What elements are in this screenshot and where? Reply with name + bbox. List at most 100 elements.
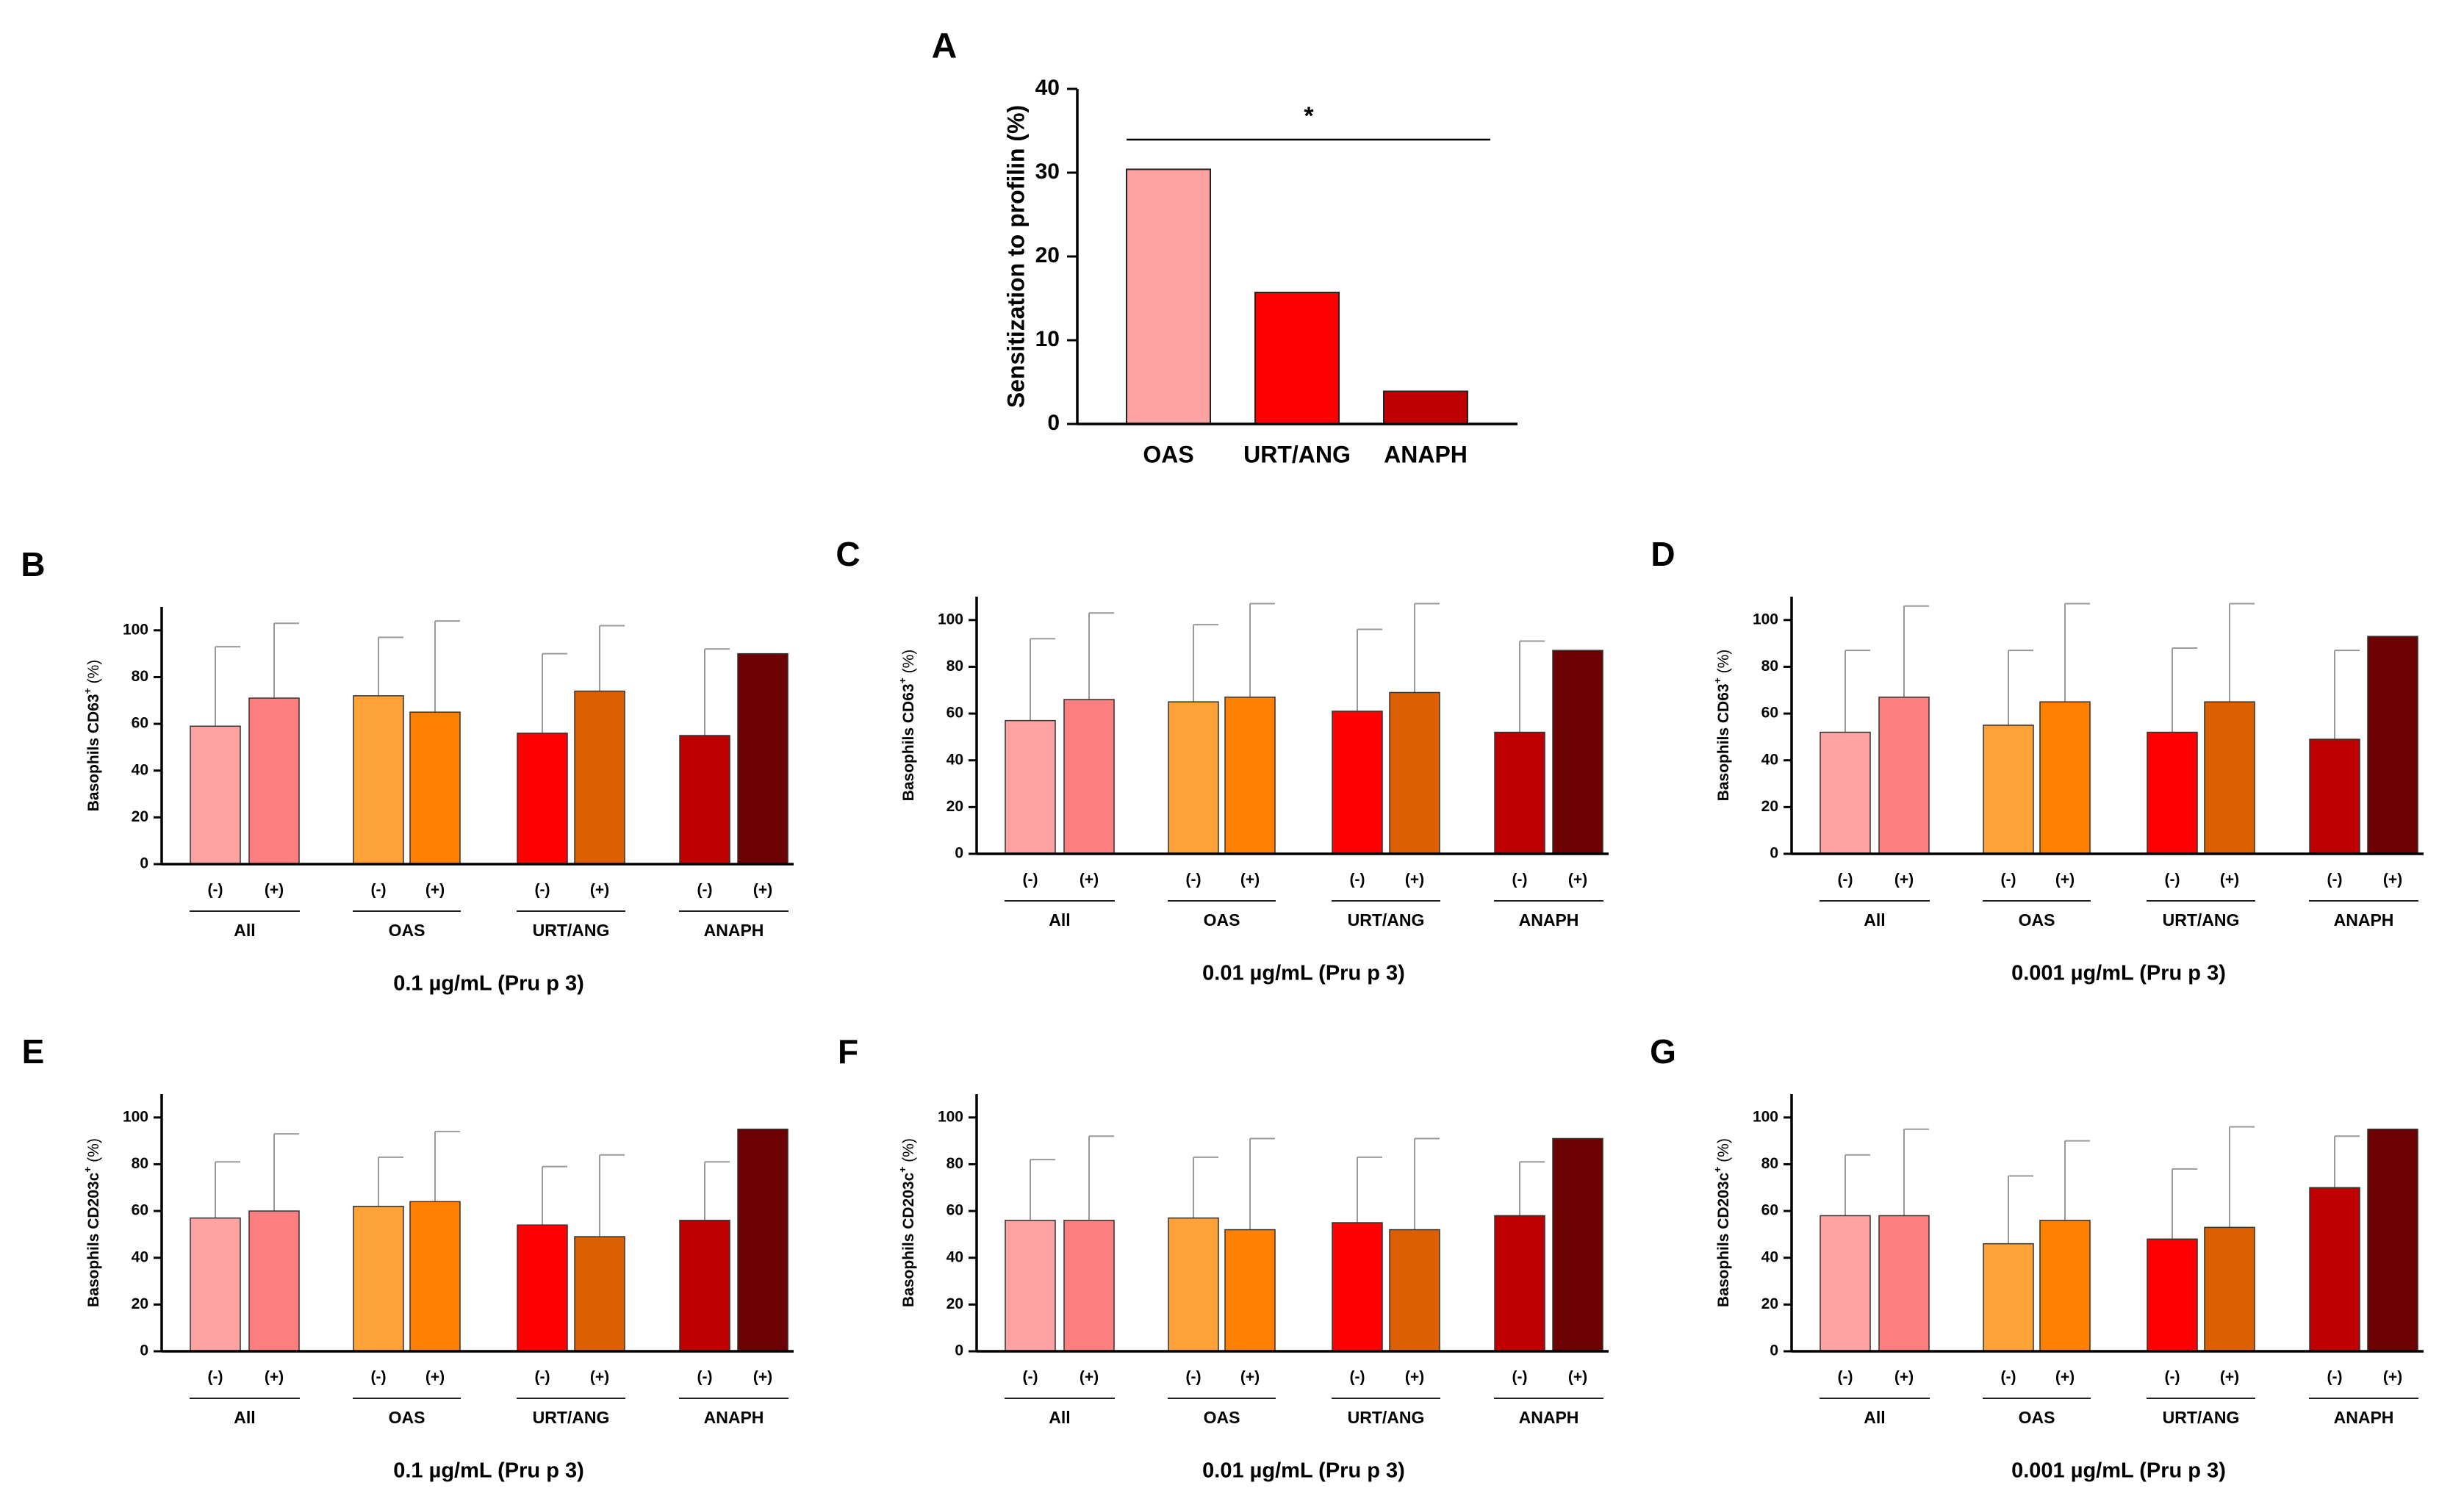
bar — [517, 733, 568, 865]
bar-sign-label: (-) — [2327, 1369, 2343, 1386]
panel-letter: B — [21, 545, 45, 583]
group-label: OAS — [389, 1408, 425, 1427]
bar-sign-label: (+) — [2220, 1369, 2239, 1386]
y-tick-label: 0 — [1047, 411, 1060, 435]
bar — [679, 735, 730, 865]
y-tick-label: 60 — [947, 705, 963, 722]
y-tick-label: 80 — [132, 1155, 148, 1172]
bar-sign-label: (+) — [1405, 1369, 1424, 1386]
bar-sign-label: (-) — [208, 882, 223, 899]
bar — [1494, 1215, 1545, 1352]
group-label: ANAPH — [1519, 910, 1579, 930]
group-label: URT/ANG — [1348, 910, 1425, 930]
y-tick-label: 100 — [123, 621, 148, 638]
y-axis-label: Basophils CD203c+ (%) — [897, 1138, 917, 1307]
bar — [1224, 697, 1276, 855]
bar — [1168, 701, 1219, 855]
group-label: ANAPH — [704, 921, 764, 940]
bar-sign-label: (-) — [1838, 871, 1853, 888]
y-tick-label: 0 — [955, 1342, 963, 1359]
y-tick-label: 40 — [1035, 76, 1060, 100]
bar-sign-label: (+) — [753, 1369, 772, 1386]
group-label: OAS — [1204, 1408, 1240, 1427]
y-tick-label: 100 — [1753, 1108, 1778, 1125]
bar — [1983, 725, 2034, 855]
y-axis-label-sup: + — [1711, 677, 1723, 683]
y-tick-label: 100 — [123, 1108, 148, 1125]
bar-sign-label: (-) — [371, 1369, 387, 1386]
bar — [1005, 719, 1056, 855]
group-label: ANAPH — [2334, 910, 2394, 930]
y-tick-label: 20 — [947, 798, 963, 815]
y-tick-label: 80 — [947, 658, 963, 675]
bar — [737, 652, 789, 865]
group-label: All — [1864, 1408, 1885, 1427]
group-label: ANAPH — [1519, 1408, 1579, 1427]
y-tick-label: 100 — [938, 611, 963, 628]
y-axis-label-tail: (%) — [900, 1138, 917, 1167]
bar — [248, 1210, 300, 1352]
y-axis-label: Sensitization to profilin (%) — [1002, 105, 1029, 408]
bar-sign-label: (-) — [535, 882, 550, 899]
panel-d: D 0 20 40 60 80 100 (-) (+) (-) (+) (-) (+) (-) (+) All… — [1651, 535, 2424, 985]
y-axis-label-main: Basophils CD63 — [1715, 683, 1732, 801]
category-label: ANAPH — [1384, 441, 1468, 467]
bar-sign-label: (+) — [425, 1369, 445, 1386]
bar — [1552, 1137, 1603, 1352]
y-tick-label: 20 — [132, 808, 148, 825]
bar-sign-label: (-) — [1838, 1369, 1853, 1386]
bar — [353, 695, 404, 865]
x-axis-label: 0.1 µg/mL (Pru p 3) — [393, 1459, 584, 1483]
y-tick-label: 80 — [1761, 658, 1778, 675]
x-axis-label: 0.1 µg/mL (Pru p 3) — [393, 972, 584, 996]
bar — [1332, 1222, 1383, 1352]
bar — [190, 725, 241, 865]
bar — [1878, 697, 1930, 855]
bar — [1063, 1220, 1115, 1352]
bar-sign-label: (+) — [2220, 871, 2239, 888]
bar-sign-label: (-) — [1512, 871, 1528, 888]
bar-sign-label: (-) — [1186, 1369, 1202, 1386]
panel-letter: G — [1650, 1032, 1676, 1071]
bar-sign-label: (-) — [1512, 1369, 1528, 1386]
y-axis-label: Basophils CD63+ (%) — [1711, 650, 1732, 802]
y-axis-label-sup: + — [82, 688, 93, 694]
bar-sign-label: (-) — [2001, 1369, 2016, 1386]
group-label: URT/ANG — [533, 1408, 610, 1427]
x-axis-label: 0.01 µg/mL (Pru p 3) — [1202, 962, 1405, 985]
bar-sign-label: (+) — [1405, 871, 1424, 888]
bar-sign-label: (+) — [1568, 1369, 1587, 1386]
y-tick-label: 40 — [132, 761, 148, 778]
y-axis-label: Basophils CD203c+ (%) — [82, 1138, 102, 1307]
bar — [2204, 1226, 2255, 1352]
y-axis-label-sup: + — [897, 677, 908, 683]
bar-sign-label: (-) — [1350, 871, 1365, 888]
bar — [190, 1217, 241, 1352]
bar-sign-label: (-) — [2327, 871, 2343, 888]
bar — [1168, 1217, 1219, 1352]
y-tick-label: 0 — [1770, 845, 1778, 862]
panel-f: F 0 20 40 60 80 100 (-) (+) (-) (+) (-) (+) (-) (+) All… — [838, 1032, 1609, 1483]
bar-sign-label: (+) — [1240, 1369, 1260, 1386]
bar — [1332, 711, 1383, 855]
bar-sign-label: (-) — [1023, 1369, 1038, 1386]
bar — [517, 1224, 568, 1352]
y-tick-label: 40 — [132, 1248, 148, 1265]
bar — [1383, 390, 1468, 425]
bar — [2039, 701, 2091, 855]
panel-a: A 0 10 20 30 40 OAS URT/ANG ANAPH * Sensitization … — [932, 27, 1517, 467]
bar — [574, 1236, 625, 1352]
y-axis-label: Basophils CD203c+ (%) — [1711, 1138, 1732, 1307]
group-label: OAS — [389, 921, 425, 940]
y-tick-label: 0 — [140, 855, 148, 872]
bar-sign-label: (+) — [1894, 1369, 1914, 1386]
panel-b: B 0 20 40 60 80 100 (-) (+) (-) (+) (-) (+) (-) (+) All… — [21, 545, 794, 996]
bar — [574, 690, 625, 865]
bar — [737, 1128, 789, 1352]
y-tick-label: 60 — [1761, 1202, 1778, 1219]
panel-letter: F — [838, 1032, 858, 1071]
group-label: URT/ANG — [533, 921, 610, 940]
group-label: All — [1864, 910, 1885, 930]
y-tick-label: 20 — [132, 1295, 148, 1312]
group-label: URT/ANG — [1348, 1408, 1425, 1427]
